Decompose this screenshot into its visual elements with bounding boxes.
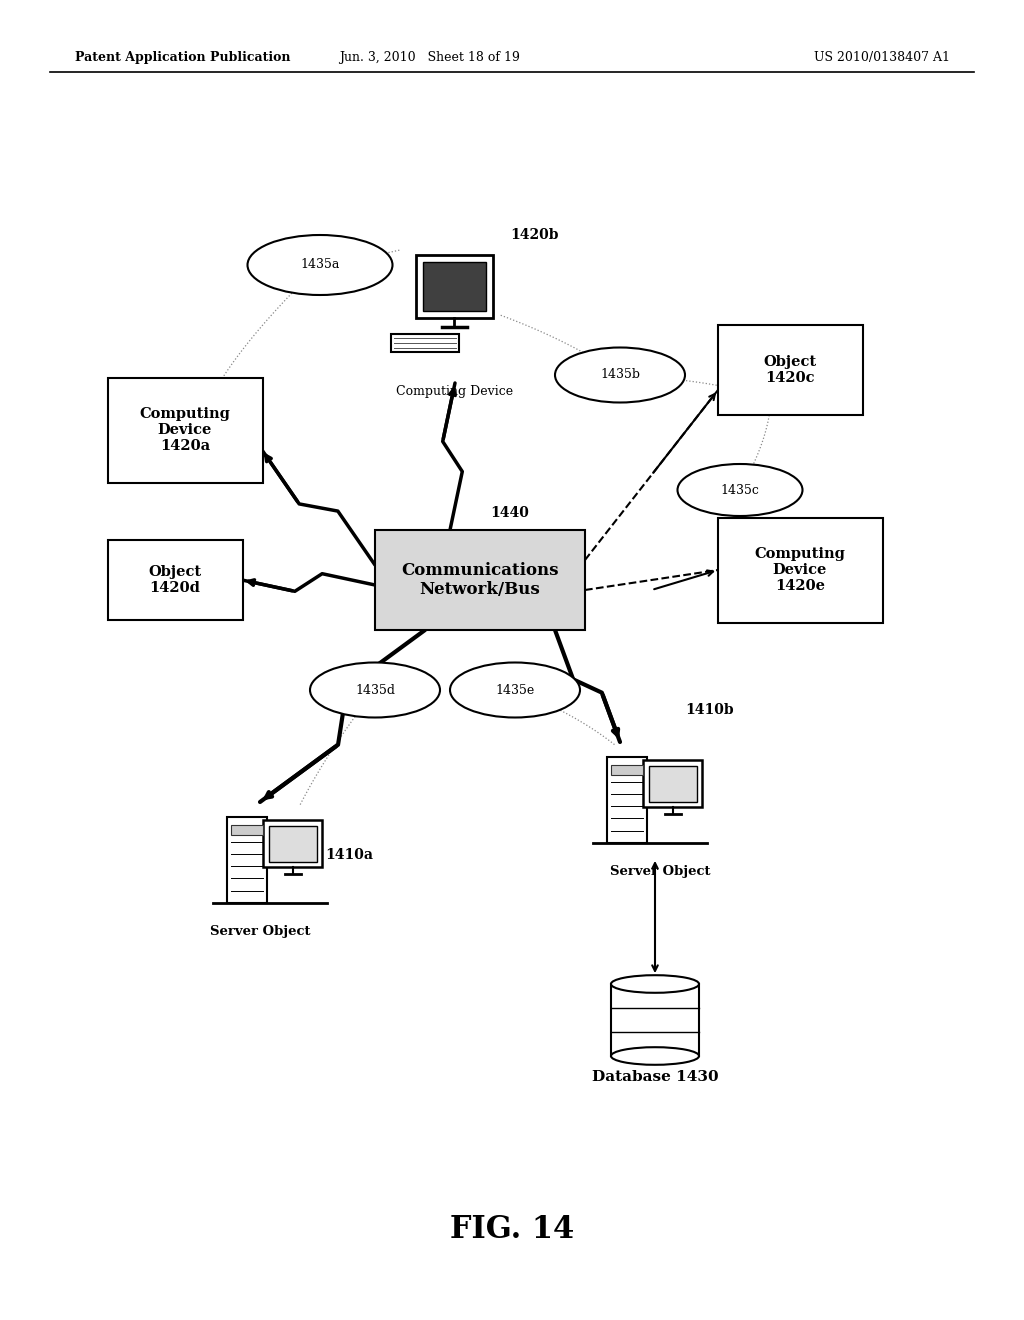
Text: 1440: 1440: [490, 506, 528, 520]
Text: 1435e: 1435e: [496, 684, 535, 697]
Text: FIG. 14: FIG. 14: [450, 1214, 574, 1246]
FancyBboxPatch shape: [649, 766, 696, 801]
FancyBboxPatch shape: [607, 756, 647, 843]
FancyBboxPatch shape: [718, 325, 862, 414]
FancyBboxPatch shape: [108, 378, 262, 483]
FancyBboxPatch shape: [611, 983, 699, 1056]
Text: Computing Device: Computing Device: [396, 385, 514, 399]
Text: Database 1430: Database 1430: [592, 1071, 718, 1085]
FancyBboxPatch shape: [269, 825, 316, 862]
FancyBboxPatch shape: [231, 825, 263, 836]
FancyBboxPatch shape: [108, 540, 243, 620]
Text: Jun. 3, 2010   Sheet 18 of 19: Jun. 3, 2010 Sheet 18 of 19: [340, 51, 520, 65]
Text: Computing
Device
1420a: Computing Device 1420a: [139, 407, 230, 453]
Text: Communications
Network/Bus: Communications Network/Bus: [401, 562, 559, 598]
Text: Server Object: Server Object: [609, 865, 711, 878]
Text: 1410a: 1410a: [325, 847, 373, 862]
Ellipse shape: [611, 1047, 699, 1065]
Text: 1420b: 1420b: [510, 228, 558, 242]
Text: 1435b: 1435b: [600, 368, 640, 381]
Text: 1435d: 1435d: [355, 684, 395, 697]
FancyBboxPatch shape: [611, 766, 643, 775]
Text: 1435a: 1435a: [300, 259, 340, 272]
Ellipse shape: [611, 975, 699, 993]
FancyBboxPatch shape: [718, 517, 883, 623]
FancyBboxPatch shape: [375, 531, 585, 630]
FancyBboxPatch shape: [643, 760, 702, 808]
Text: Computing
Device
1420e: Computing Device 1420e: [755, 546, 846, 593]
Text: 1435c: 1435c: [721, 483, 760, 496]
FancyBboxPatch shape: [263, 820, 323, 867]
Ellipse shape: [678, 465, 803, 516]
Text: Object
1420d: Object 1420d: [148, 565, 202, 595]
FancyBboxPatch shape: [390, 334, 459, 352]
FancyBboxPatch shape: [416, 255, 493, 318]
Ellipse shape: [450, 663, 580, 718]
Text: Object
1420c: Object 1420c: [764, 355, 816, 385]
FancyBboxPatch shape: [423, 261, 485, 312]
Ellipse shape: [310, 663, 440, 718]
Text: Server Object: Server Object: [210, 925, 310, 939]
Ellipse shape: [555, 347, 685, 403]
Text: Patent Application Publication: Patent Application Publication: [75, 51, 291, 65]
Text: 1410b: 1410b: [685, 704, 733, 717]
FancyBboxPatch shape: [227, 817, 266, 903]
Text: US 2010/0138407 A1: US 2010/0138407 A1: [814, 51, 950, 65]
Ellipse shape: [248, 235, 392, 294]
